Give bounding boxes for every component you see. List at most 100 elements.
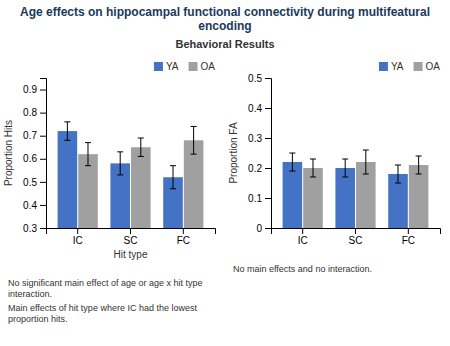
tick-mark bbox=[408, 228, 409, 234]
tick-label: 0.3 bbox=[248, 133, 262, 144]
tick-label: 0.2 bbox=[248, 163, 262, 174]
plot-area bbox=[283, 150, 429, 228]
title: Age effects on hippocampal functional co… bbox=[20, 5, 430, 33]
legend-swatch bbox=[379, 62, 388, 71]
error-bar bbox=[85, 143, 91, 166]
tick-mark bbox=[355, 228, 356, 234]
tick: 0.5 bbox=[23, 177, 46, 188]
annotation: No significant main effect of age or age… bbox=[8, 278, 202, 299]
chart: 0.3 0.4 0.5 0.6 0.7 0.8 0.9 IC SC FC Hit type Propo… bbox=[3, 61, 216, 324]
tick-label: FC bbox=[177, 235, 190, 246]
legend-item: OA bbox=[414, 61, 441, 72]
chart: 00.10.20.30.40.5ICSCFCProportion FAYAOAN… bbox=[228, 61, 441, 274]
bar bbox=[58, 131, 78, 228]
tick-mark bbox=[130, 228, 131, 234]
legend-label: YA bbox=[166, 61, 179, 72]
bar-series bbox=[58, 122, 183, 228]
x-axis: IC SC FC bbox=[47, 228, 216, 246]
bar-series bbox=[283, 153, 408, 228]
tick: SC bbox=[349, 228, 363, 246]
error-bar bbox=[363, 150, 369, 174]
legend-swatch bbox=[154, 62, 163, 71]
tick-label: 0.5 bbox=[248, 73, 262, 84]
annotation: No main effects and no interaction. bbox=[233, 264, 372, 274]
y-axis: 00.10.20.30.40.5 bbox=[248, 73, 271, 234]
tick: IC bbox=[73, 228, 83, 246]
tick-mark bbox=[40, 205, 46, 206]
error-bar bbox=[191, 126, 197, 154]
error-bar bbox=[289, 153, 295, 171]
error-bar bbox=[416, 156, 422, 174]
tick-label: 0.7 bbox=[23, 130, 37, 141]
plot-area bbox=[58, 122, 204, 228]
text-line: Age effects on hippocampal functional co… bbox=[20, 5, 430, 19]
tick: 0 bbox=[256, 223, 271, 234]
x-axis-title: Hit type bbox=[114, 249, 148, 260]
tick-mark bbox=[265, 108, 271, 109]
tick-label: IC bbox=[298, 235, 308, 246]
legend-item: YA bbox=[379, 61, 404, 72]
tick: 0.3 bbox=[248, 133, 271, 144]
tick-mark bbox=[302, 228, 303, 234]
tick-mark bbox=[265, 78, 271, 79]
legend-swatch bbox=[189, 62, 198, 71]
tick-mark bbox=[265, 198, 271, 199]
tick-mark bbox=[40, 228, 46, 229]
legend-item: OA bbox=[189, 61, 216, 72]
tick-mark bbox=[40, 113, 46, 114]
tick-label: FC bbox=[402, 235, 415, 246]
x-axis: IC SC FC bbox=[272, 228, 441, 246]
subtitle: Behavioral Results bbox=[175, 38, 274, 50]
tick-label: 0.4 bbox=[248, 103, 262, 114]
error-bar bbox=[138, 138, 144, 156]
tick-mark bbox=[40, 136, 46, 137]
tick-label: 0.9 bbox=[23, 84, 37, 95]
tick: 0.3 bbox=[23, 223, 46, 234]
tick-label: 0.4 bbox=[23, 200, 37, 211]
bar-series bbox=[303, 150, 428, 228]
tick: 0.6 bbox=[23, 153, 46, 164]
bar bbox=[131, 147, 151, 228]
tick-mark bbox=[265, 138, 271, 139]
text-line: Main effects of hit type where IC had th… bbox=[8, 303, 197, 313]
bar bbox=[283, 162, 303, 228]
tick: FC bbox=[177, 228, 190, 246]
axis-line bbox=[47, 229, 216, 235]
error-bar bbox=[117, 152, 123, 175]
text-line: No main effects and no interaction. bbox=[233, 264, 372, 274]
tick: IC bbox=[298, 228, 308, 246]
bar-series bbox=[78, 126, 203, 228]
tick-label: 0.8 bbox=[23, 107, 37, 118]
tick-mark bbox=[40, 182, 46, 183]
text-line: interaction. bbox=[8, 289, 52, 299]
tick-mark bbox=[77, 228, 78, 234]
y-axis-title: Proportion Hits bbox=[3, 120, 14, 186]
tick: 0.2 bbox=[248, 163, 271, 174]
legend: YA OA bbox=[154, 61, 215, 72]
legend-item: YA bbox=[154, 61, 179, 72]
tick-mark bbox=[265, 168, 271, 169]
tick-label: 0.5 bbox=[23, 177, 37, 188]
chart-canvas: Age effects on hippocampal functional co… bbox=[0, 0, 450, 346]
legend-label: YA bbox=[391, 61, 404, 72]
axis-line bbox=[272, 229, 441, 235]
text-line: encoding bbox=[198, 19, 251, 33]
tick-label: 0.3 bbox=[23, 223, 37, 234]
tick: 0.4 bbox=[248, 103, 271, 114]
tick-label: IC bbox=[73, 235, 83, 246]
tick-mark bbox=[265, 228, 271, 229]
tick: 0.5 bbox=[248, 73, 271, 84]
error-bar bbox=[342, 159, 348, 177]
tick: SC bbox=[124, 228, 138, 246]
tick-label: SC bbox=[124, 235, 138, 246]
tick: FC bbox=[402, 228, 415, 246]
text-line: No significant main effect of age or age… bbox=[8, 278, 202, 288]
error-bar bbox=[170, 166, 176, 189]
legend-swatch bbox=[414, 62, 423, 71]
tick: 0.7 bbox=[23, 130, 46, 141]
tick: 0.9 bbox=[23, 84, 46, 95]
error-bar bbox=[64, 122, 70, 140]
tick-label: 0.6 bbox=[23, 153, 37, 164]
tick: 0.4 bbox=[23, 200, 46, 211]
y-axis-title: Proportion FA bbox=[228, 122, 239, 183]
